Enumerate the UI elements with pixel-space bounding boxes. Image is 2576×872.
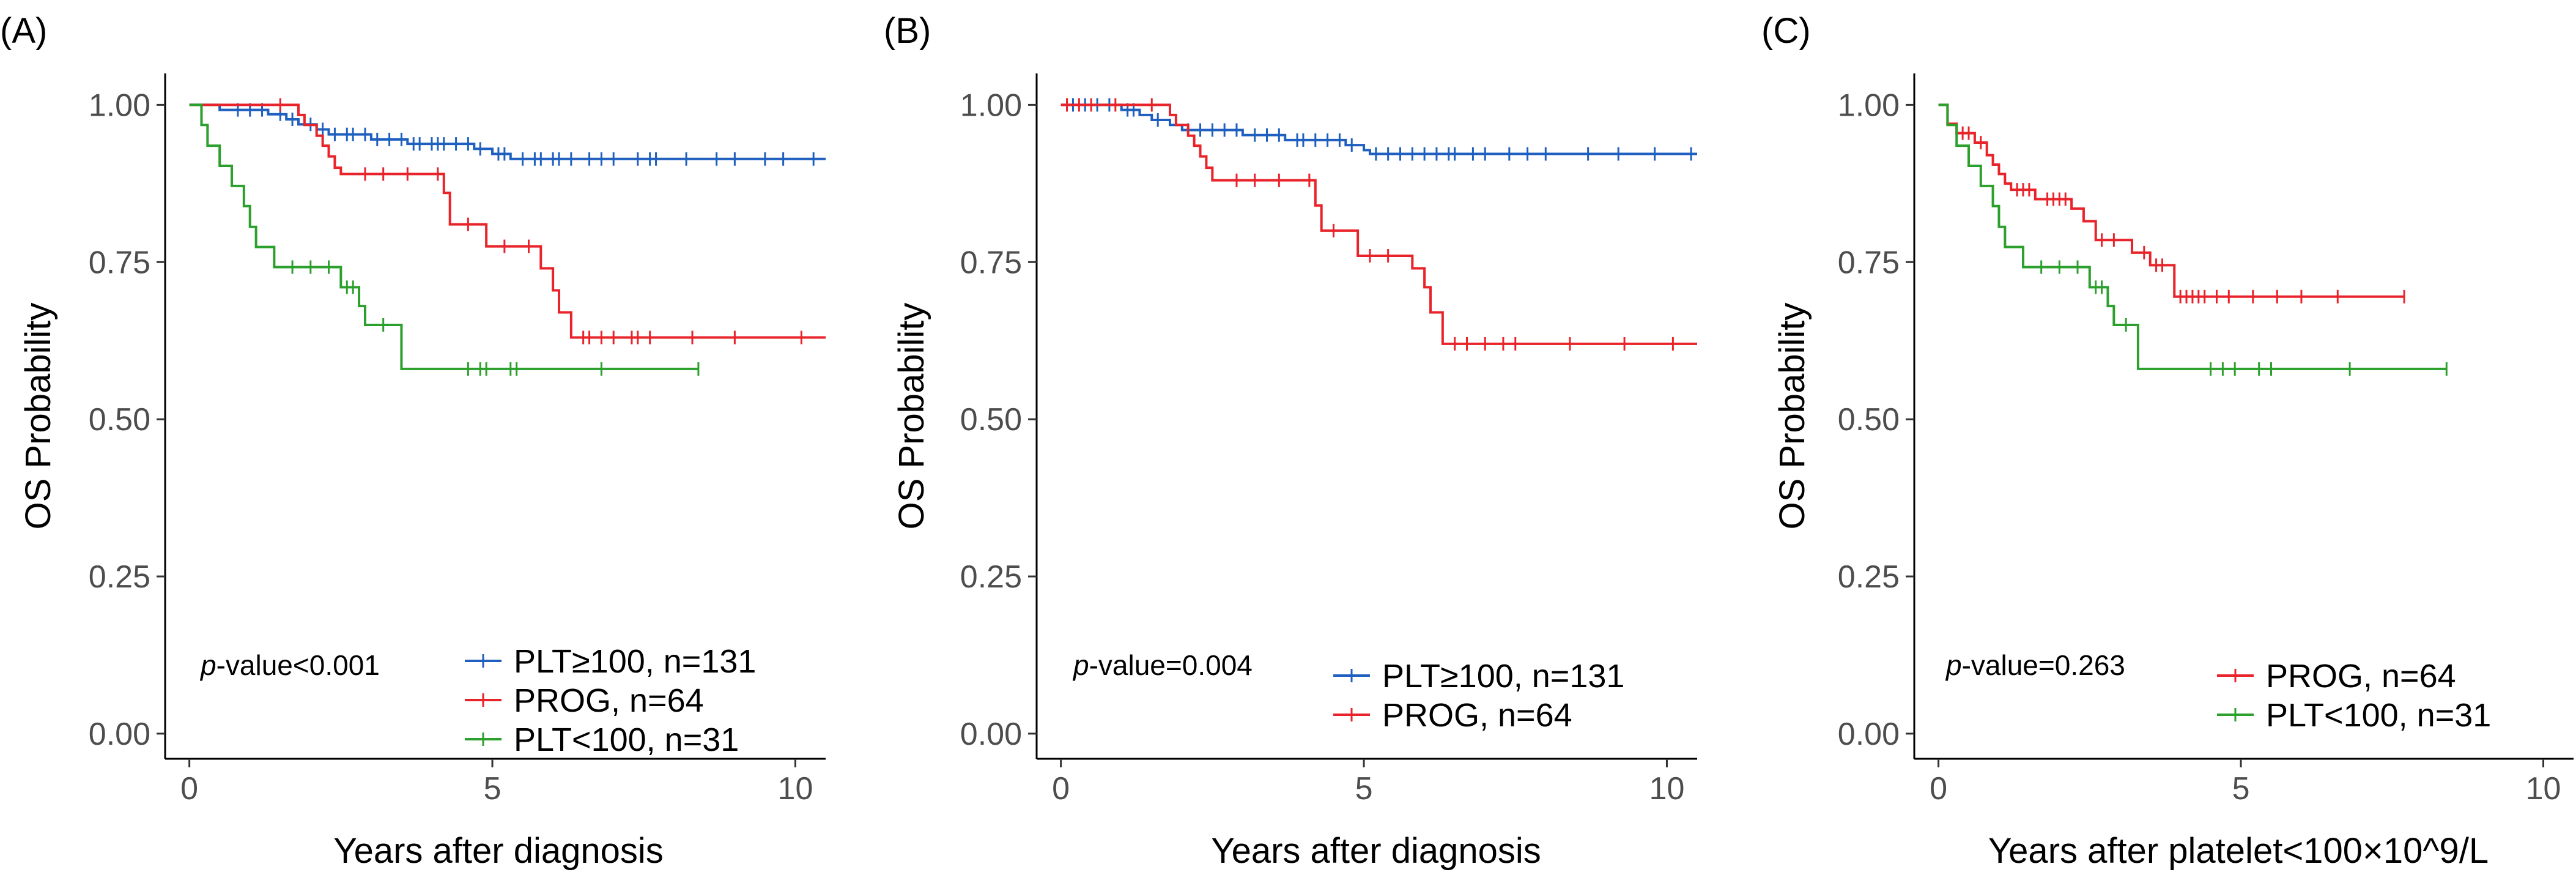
legend-label: PLT<100, n=31 [514,721,739,758]
panel-letter: (C) [1761,11,1811,51]
legend-label: PLT≥100, n=131 [1382,658,1624,695]
legend-label: PROG, n=64 [514,682,704,719]
y-tick-label: 0.00 [89,717,150,752]
x-axis-title: Years after diagnosis [333,831,664,871]
x-tick-label: 10 [1649,771,1685,807]
panel-a: (A) 0.00 0.25 0.50 0.75 1.00 0 5 10 Years after d… [0,11,826,871]
p-value-text: -value=0.263 [1962,649,2125,681]
panel-letter: (A) [0,11,47,51]
x-tick-label: 0 [1052,771,1070,807]
p-value-text: -value<0.001 [217,649,380,681]
series-prog-n-64 [1060,98,1697,351]
x-tick-label: 5 [2232,771,2250,807]
legend-label: PROG, n=64 [2266,658,2456,695]
y-tick-label: 0.50 [960,402,1022,438]
y-tick-label: 0.25 [89,559,150,595]
survival-curve [189,103,826,339]
survival-curve [189,103,826,160]
y-axis-title: OS Probability [18,303,58,530]
x-tick-label: 0 [180,771,198,807]
panel-c: (C) 0.00 0.25 0.50 0.75 1.00 0 5 10 Years after p… [1761,11,2574,871]
y-tick-label: 1.00 [960,88,1022,123]
p-value-text: -value=0.004 [1089,649,1253,681]
y-axis-title: OS Probability [892,303,931,530]
x-axis-title: Years after platelet<100×10^9/L [1988,831,2489,871]
y-tick-label: 1.00 [1838,88,1900,123]
p-value-prefix: p [1945,649,1962,681]
series-plt-100-n-131 [189,103,826,166]
y-tick-label: 0.75 [89,245,150,280]
panel-b: (B) 0.00 0.25 0.50 0.75 1.00 0 5 10 Years after d… [884,11,1697,871]
survival-curve [1938,103,2447,370]
p-value-annotation: p-value=0.004 [1072,649,1253,681]
legend-label: PLT<100, n=31 [2266,697,2491,734]
y-tick-label: 0.00 [1838,717,1900,752]
series-prog-n-64 [189,98,826,345]
p-value-prefix: p [199,649,217,681]
series-prog-n-64 [1938,103,2405,304]
survival-curve [1060,103,1697,345]
p-value-annotation: p-value<0.001 [199,649,380,681]
series-plt-100-n-31 [189,103,700,376]
x-tick-label: 0 [1930,771,1947,807]
p-value-prefix: p [1072,649,1089,681]
p-value-annotation: p-value=0.263 [1945,649,2125,681]
survival-curve [1938,103,2405,298]
series-plt-100-n-31 [1938,103,2448,376]
y-tick-label: 0.00 [960,717,1022,752]
y-tick-label: 1.00 [89,88,150,123]
y-tick-label: 0.25 [960,559,1022,595]
legend-label: PROG, n=64 [1382,697,1572,734]
legend-label: PLT≥100, n=131 [514,643,756,680]
y-tick-label: 0.50 [1838,402,1900,438]
panel-letter: (B) [884,11,931,51]
x-axis-title: Years after diagnosis [1211,831,1541,871]
y-axis-title: OS Probability [1772,303,1812,530]
x-tick-label: 10 [2526,771,2561,807]
survival-curve [189,103,698,370]
x-tick-label: 5 [1355,771,1373,807]
series-plt-100-n-131 [1060,98,1697,161]
y-tick-label: 0.75 [1838,245,1900,280]
y-tick-label: 0.25 [1838,559,1900,595]
x-tick-label: 10 [778,771,813,807]
y-tick-label: 0.50 [89,402,150,438]
x-tick-label: 5 [484,771,502,807]
y-tick-label: 0.75 [960,245,1022,280]
